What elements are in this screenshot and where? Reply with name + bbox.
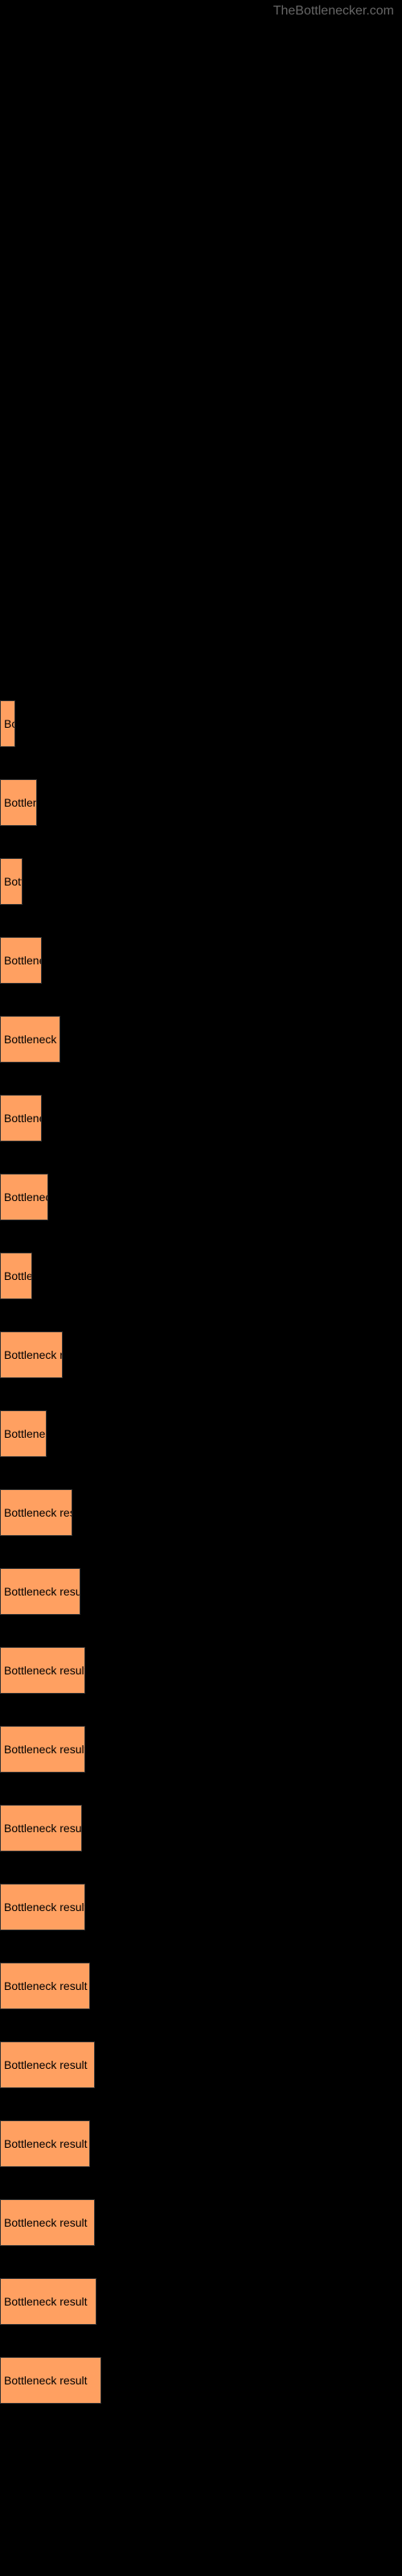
bar: Bottleneck result: [0, 2199, 95, 2246]
bar-row: Bottleneck result: [0, 2278, 402, 2325]
bar: Bottleneck result: [0, 1331, 63, 1378]
bar-label: Bottleneck result: [4, 1743, 84, 1756]
bar: Bottleneck result: [0, 858, 23, 905]
bar: Bottleneck result: [0, 1726, 85, 1773]
bar-label: Bottleneck result: [4, 954, 41, 967]
bar: Bottleneck result: [0, 2120, 90, 2167]
bar-label: Bottleneck result: [4, 1664, 84, 1677]
bar-row: Bottleneck result: [0, 1963, 402, 2009]
bar-row: Bottleneck result: [0, 1174, 402, 1220]
bar: Bottleneck result: [0, 2278, 96, 2325]
bar-label: Bottleneck result: [4, 1112, 41, 1125]
bar-row: Bottleneck result: [0, 1489, 402, 1536]
bar-label: Bottleneck result: [4, 1901, 84, 1913]
bar: Bottleneck result: [0, 937, 42, 984]
bar: Bottleneck result: [0, 1568, 80, 1615]
bar-label: Bottleneck result: [4, 1269, 31, 1282]
bar-label: Bottleneck result: [4, 1822, 81, 1835]
bar-row: Bottleneck result: [0, 1331, 402, 1378]
bar-label: Bottleneck result: [4, 1979, 88, 1992]
bar-label: Bottleneck result: [4, 1506, 72, 1519]
bar-label: Bottleneck result: [4, 2216, 88, 2229]
bar-row: Bottleneck result: [0, 1095, 402, 1141]
bar-label: Bottleneck result: [4, 875, 22, 888]
bar: Bottleneck result: [0, 779, 37, 826]
bar: Bottleneck result: [0, 2041, 95, 2088]
bar: Bottleneck result: [0, 1095, 42, 1141]
bar: Bottleneck result: [0, 1884, 85, 1930]
bar-row: Bottleneck result: [0, 1016, 402, 1063]
bar-row: Bottleneck result: [0, 2120, 402, 2167]
bar-row: Bottleneck result: [0, 1726, 402, 1773]
bar-row: Bottleneck result: [0, 700, 402, 747]
bar-row: Bottleneck result: [0, 858, 402, 905]
bar-row: Bottleneck result: [0, 2199, 402, 2246]
bar-label: Bottleneck result: [4, 1191, 47, 1203]
bar: Bottleneck result: [0, 1647, 85, 1694]
bar-label: Bottleneck result: [4, 1585, 80, 1598]
bar-label: Bottleneck result: [4, 2058, 88, 2071]
bar-row: Bottleneck result: [0, 1884, 402, 1930]
bar-row: Bottleneck result: [0, 937, 402, 984]
bar-label: Bottleneck result: [4, 2295, 88, 2308]
bar-row: Bottleneck result: [0, 2357, 402, 2404]
bar-chart: Bottleneck result Bottleneck result Bottle…: [0, 0, 402, 2404]
bar: Bottleneck result: [0, 1016, 60, 1063]
bar: Bottleneck result: [0, 1805, 82, 1852]
bar: Bottleneck result: [0, 1489, 72, 1536]
bar-row: Bottleneck result: [0, 779, 402, 826]
bar: Bottleneck result: [0, 1410, 47, 1457]
bar-row: Bottleneck result: [0, 1647, 402, 1694]
bar-label: Bottleneck result: [4, 2137, 88, 2150]
bar-label: Bottleneck result: [4, 796, 36, 809]
bar-row: Bottleneck result: [0, 1253, 402, 1299]
bar-row: Bottleneck result: [0, 1805, 402, 1852]
bar-label: Bottleneck result: [4, 717, 14, 730]
bar: Bottleneck result: [0, 2357, 101, 2404]
bar: Bottleneck result: [0, 700, 15, 747]
bar-row: Bottleneck result: [0, 2041, 402, 2088]
bar-label: Bottleneck result: [4, 2374, 88, 2387]
bar-label: Bottleneck result: [4, 1427, 46, 1440]
bar: Bottleneck result: [0, 1253, 32, 1299]
bar: Bottleneck result: [0, 1174, 48, 1220]
watermark-text: TheBottlenecker.com: [273, 4, 394, 19]
bar-row: Bottleneck result: [0, 1410, 402, 1457]
bar-label: Bottleneck result: [4, 1033, 59, 1046]
bar: Bottleneck result: [0, 1963, 90, 2009]
bar-row: Bottleneck result: [0, 1568, 402, 1615]
bar-label: Bottleneck result: [4, 1348, 62, 1361]
